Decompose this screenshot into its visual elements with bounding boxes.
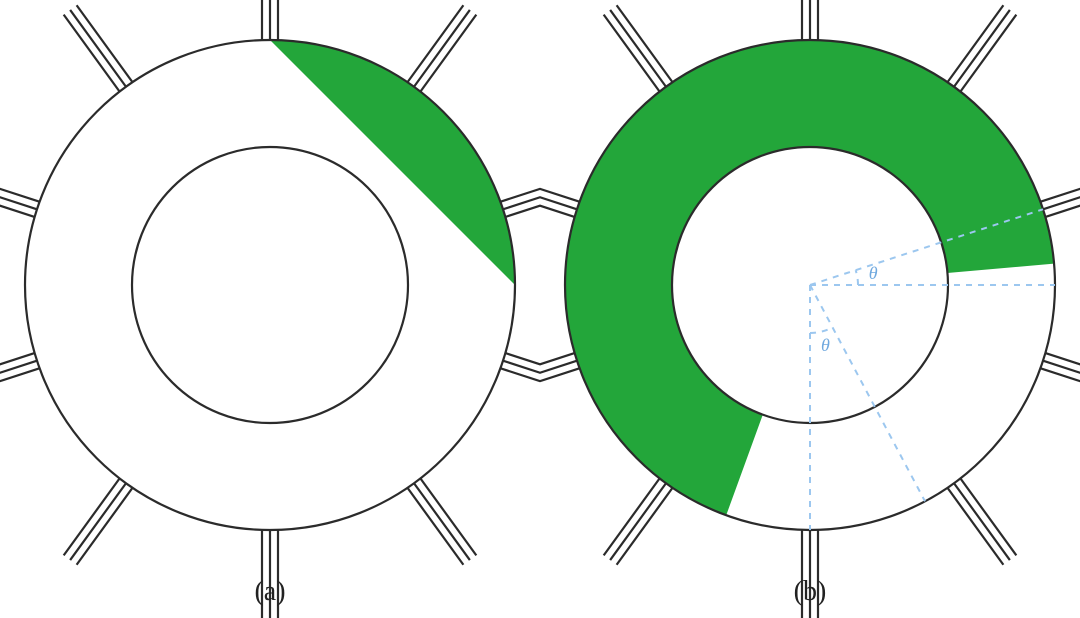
svg-text:θ: θ <box>869 263 878 283</box>
figure-svg: θθ <box>0 0 1080 618</box>
svg-text:θ: θ <box>821 335 830 355</box>
figure: θθ (a) (b) <box>0 0 1080 618</box>
caption-a: (a) <box>230 576 310 608</box>
caption-b: (b) <box>770 576 850 608</box>
